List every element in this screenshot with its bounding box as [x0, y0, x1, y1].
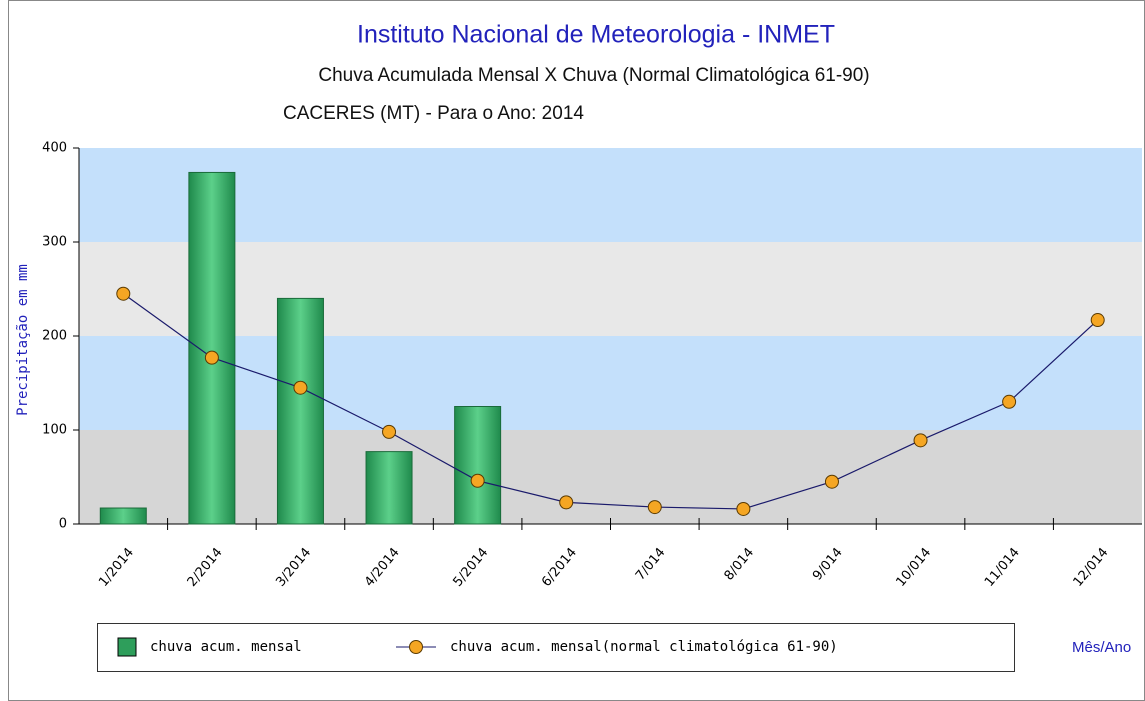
x-tick-label: 10/014 — [893, 545, 934, 590]
legend-swatch — [117, 637, 137, 657]
bar — [99, 507, 147, 525]
point — [1002, 394, 1017, 409]
line — [122, 293, 1099, 510]
x-tick-label: 11/014 — [982, 545, 1023, 590]
y-axis-label: Precipitação em mm — [15, 264, 31, 416]
point — [824, 474, 839, 489]
point — [204, 350, 219, 365]
point — [116, 286, 131, 301]
y-tick-label: 0 — [59, 517, 67, 532]
chart-subtitle: Chuva Acumulada Mensal X Chuva (Normal C… — [318, 65, 869, 86]
grid-band — [79, 336, 1142, 430]
x-tick-label: 9/014 — [810, 545, 846, 583]
x-tick-label: 12/014 — [1071, 545, 1112, 590]
x-tick-label: 8/014 — [722, 545, 758, 583]
x-tick-label: 7/014 — [633, 545, 669, 583]
y-tick-label: 100 — [42, 423, 67, 438]
point — [382, 424, 397, 439]
chart-title: Instituto Nacional de Meteorologia - INM… — [357, 21, 835, 49]
grid-band — [79, 430, 1142, 524]
bar — [454, 406, 502, 525]
point — [736, 501, 751, 516]
legend — [97, 623, 1015, 672]
y-tick-label: 200 — [42, 329, 67, 344]
bar — [365, 451, 413, 525]
x-tick-label: 5/2014 — [450, 545, 491, 590]
legend-label: chuva acum. mensal(normal climatológica … — [450, 639, 838, 655]
y-tick-label: 400 — [42, 141, 67, 156]
point — [647, 500, 662, 515]
x-axis-label: Mês/Ano — [1072, 639, 1131, 656]
point — [1090, 313, 1105, 328]
grid-band — [79, 148, 1142, 242]
legend-marker — [409, 640, 423, 654]
point — [559, 495, 574, 510]
x-tick-label: 4/2014 — [362, 545, 403, 590]
point — [470, 473, 485, 488]
bar — [276, 297, 324, 525]
x-tick-label: 1/2014 — [96, 545, 137, 590]
grid-band — [79, 242, 1142, 336]
y-tick-label: 300 — [42, 235, 67, 250]
legend-label: chuva acum. mensal — [150, 639, 302, 655]
x-tick-label: 6/2014 — [539, 545, 580, 590]
point — [913, 433, 928, 448]
point — [293, 380, 308, 395]
x-tick-label: 3/2014 — [273, 545, 314, 590]
chart-subtitle: CACERES (MT) - Para o Ano: 2014 — [283, 103, 584, 124]
bar — [188, 171, 236, 525]
x-tick-label: 2/2014 — [185, 545, 226, 590]
